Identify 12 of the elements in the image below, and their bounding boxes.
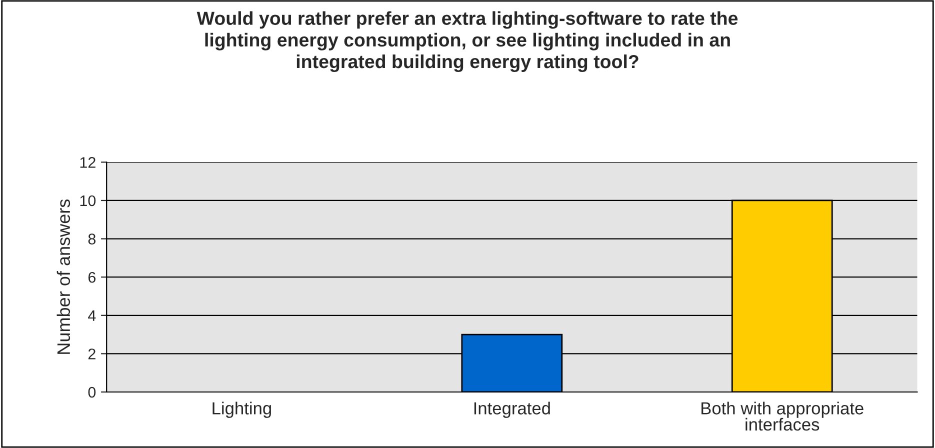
x-tick-label: Both with appropriate interfaces (702, 402, 864, 431)
x-tick-label: Integrated (474, 402, 550, 418)
y-tick-label: 2 (88, 348, 96, 360)
x-tick-label: Lighting (212, 402, 271, 418)
y-tick-label: 6 (88, 272, 96, 283)
y-tick-label: 0 (88, 386, 96, 398)
y-tick-label: 4 (88, 310, 96, 321)
y-tick-label: 8 (88, 234, 96, 244)
chart-title: Would you rather prefer an extra lighting-software to rate the lighting energy consumption, or see lighting included in an integrated building energy rating tool? (196, 11, 738, 72)
y-tick-label: 10 (80, 195, 96, 206)
y-tick-label: 12 (80, 157, 96, 168)
y-axis-title: Number of answers (56, 199, 70, 354)
